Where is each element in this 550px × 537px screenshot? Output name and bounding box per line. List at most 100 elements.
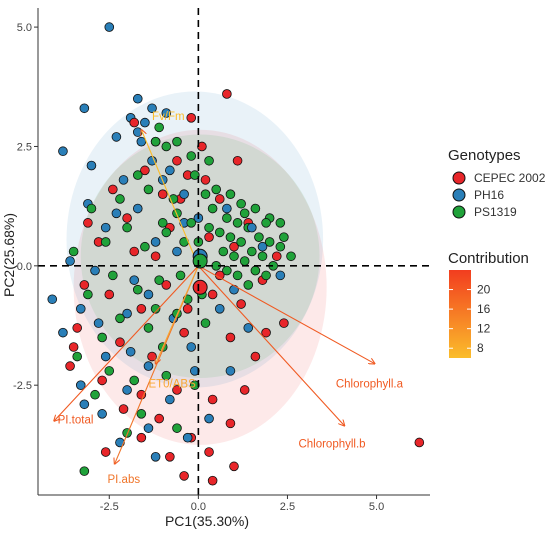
data-point [79, 280, 90, 290]
data-point [225, 418, 236, 429]
legend-key [452, 205, 466, 219]
data-point [100, 237, 111, 247]
data-point [186, 151, 197, 161]
data-point [100, 351, 111, 362]
data-point [129, 275, 140, 285]
colorbar-tick-label: 8 [477, 341, 484, 355]
data-point [232, 155, 243, 166]
data-point [200, 189, 211, 200]
data-point [161, 108, 172, 118]
loading-arrow [54, 265, 199, 421]
data-point [204, 232, 214, 242]
group-centroids [192, 248, 208, 295]
legend-contribution: Contribution 20 16 12 8 [448, 250, 529, 358]
data-point [136, 432, 147, 443]
data-point [190, 380, 200, 390]
data-point [75, 303, 86, 314]
data-point [229, 241, 239, 252]
data-point [204, 155, 214, 166]
x-tick-label: 0.0 [191, 501, 206, 513]
data-point [222, 203, 232, 214]
data-point [104, 289, 115, 300]
data-point [111, 208, 122, 219]
data-point [118, 175, 129, 185]
data-point [250, 203, 261, 214]
data-point [261, 218, 271, 228]
data-point [211, 184, 221, 195]
legend-label: PS1319 [474, 205, 517, 219]
data-point [214, 227, 225, 238]
data-point [108, 184, 118, 195]
data-point [172, 208, 182, 219]
axes: -2.5 0.0 2.5 5.0 -2.5 0.0 2.5 5.0 [13, 8, 430, 513]
data-point [172, 136, 182, 147]
x-tick-label: 5.0 [369, 501, 384, 513]
data-point [154, 413, 164, 424]
data-point [207, 203, 218, 214]
loading-label: Chlorophyll.b [298, 438, 365, 450]
data-point [229, 251, 239, 262]
data-point [122, 428, 132, 438]
data-point [150, 303, 161, 314]
data-point [143, 184, 154, 195]
data-point [122, 308, 132, 319]
loading-arrow [156, 265, 199, 364]
data-point [122, 385, 132, 395]
data-point [414, 437, 425, 448]
data-point [207, 289, 218, 300]
data-point [104, 366, 115, 376]
data-point [236, 237, 246, 247]
data-point [157, 218, 168, 228]
data-point [132, 127, 143, 137]
group-centroid [192, 279, 208, 295]
data-point [243, 323, 254, 333]
legend-key [452, 188, 466, 202]
legend-genotypes: Genotypes CEPEC 2002 PH16 PS1319 [448, 147, 546, 219]
data-point [232, 218, 243, 228]
data-point [239, 208, 250, 219]
data-point [204, 413, 214, 424]
data-point [150, 136, 161, 147]
data-point [79, 399, 90, 410]
data-point [143, 323, 154, 333]
data-point [132, 170, 143, 180]
data-point [172, 155, 182, 166]
loading-arrows: Chlorophyll.a Chlorophyll.b PI.total PI.abs… [54, 111, 404, 486]
data-point [200, 318, 211, 328]
colorbar-tick-label: 20 [477, 283, 491, 297]
data-point [147, 351, 157, 362]
data-point [161, 227, 172, 238]
data-point [225, 332, 236, 343]
data-point [286, 251, 296, 262]
data-point [172, 246, 182, 257]
data-point [190, 170, 200, 180]
data-point [257, 241, 268, 252]
data-point [161, 141, 172, 152]
data-point [190, 366, 200, 376]
data-point [154, 122, 164, 133]
data-point [122, 222, 132, 233]
data-point [150, 452, 161, 462]
data-point [179, 471, 189, 481]
data-point [222, 213, 232, 223]
colorbar-tick-label: 12 [477, 322, 491, 336]
data-point [161, 370, 172, 381]
data-point [279, 318, 289, 328]
data-point [72, 323, 82, 333]
data-point [179, 189, 189, 200]
data-point [118, 404, 129, 414]
data-point [115, 313, 125, 324]
data-point [207, 475, 218, 486]
data-point [47, 294, 58, 305]
y-tick-label: 0.0 [17, 261, 32, 273]
x-tick-label: 2.5 [280, 501, 295, 513]
data-point [65, 256, 75, 266]
data-point [90, 389, 100, 400]
colorbar-tick-label: 16 [477, 302, 491, 316]
data-point [257, 251, 268, 262]
data-point [157, 189, 168, 200]
data-point [165, 452, 175, 462]
data-point [225, 232, 236, 242]
